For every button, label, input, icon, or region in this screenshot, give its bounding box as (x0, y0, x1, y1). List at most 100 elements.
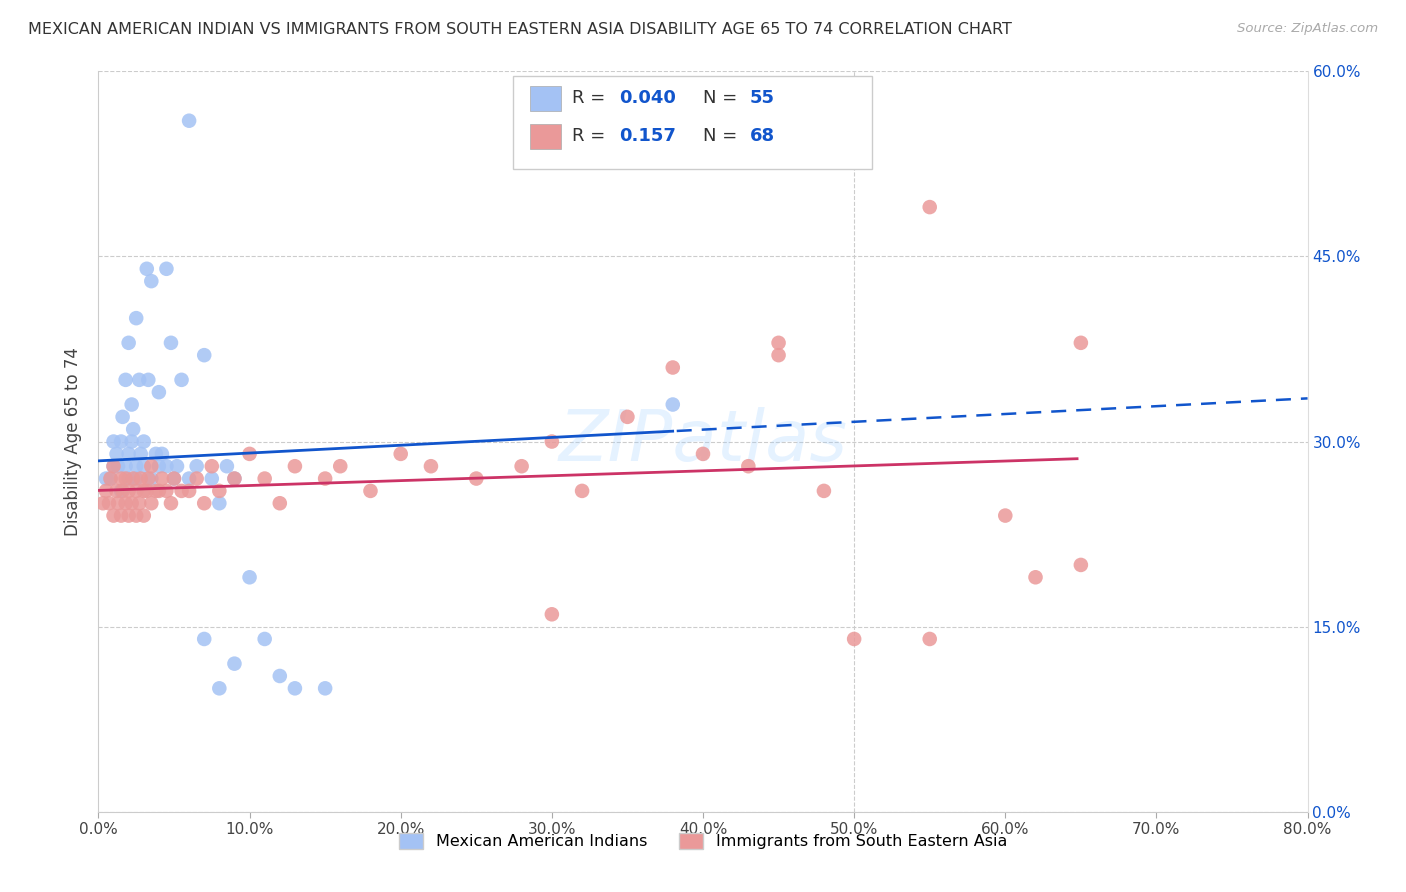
Point (125, 459, 148, 474)
Point (844, 632, 866, 646)
Point (118, 508, 141, 523)
Text: 55: 55 (749, 89, 775, 107)
Point (170, 483, 193, 498)
Point (186, 471, 208, 485)
Point (1070, 335, 1092, 350)
Point (420, 459, 443, 474)
Point (103, 508, 125, 523)
Legend: Mexican American Indians, Immigrants from South Eastern Asia: Mexican American Indians, Immigrants fro… (392, 826, 1014, 855)
Text: 0.157: 0.157 (619, 128, 675, 145)
Point (208, 496, 231, 510)
Point (166, 459, 188, 474)
Point (98, 496, 121, 510)
Point (105, 483, 128, 498)
Point (110, 471, 132, 485)
Point (122, 471, 145, 485)
Point (125, 508, 148, 523)
Point (125, 483, 148, 498)
Point (208, 483, 231, 498)
Point (150, 471, 173, 485)
Point (132, 508, 155, 523)
Point (201, 471, 224, 485)
Point (118, 335, 141, 350)
Point (110, 434, 132, 449)
Point (737, 459, 759, 474)
Point (141, 496, 163, 510)
Point (510, 459, 533, 474)
Point (253, 471, 276, 485)
Point (122, 422, 145, 436)
Point (329, 459, 352, 474)
Point (179, 113, 201, 128)
Point (768, 348, 790, 362)
Point (148, 483, 170, 498)
Point (160, 335, 183, 350)
Point (114, 373, 136, 387)
Point (94, 471, 117, 485)
Point (239, 570, 262, 584)
Point (465, 471, 488, 485)
Point (692, 447, 714, 461)
Point (540, 434, 562, 449)
Point (1070, 558, 1092, 572)
Point (155, 459, 177, 474)
Point (170, 373, 193, 387)
Point (111, 483, 134, 498)
Text: N =: N = (703, 128, 742, 145)
Point (179, 483, 201, 498)
Point (193, 348, 215, 362)
Point (155, 261, 177, 276)
Point (103, 459, 125, 474)
Text: N =: N = (703, 89, 742, 107)
Point (1024, 570, 1046, 584)
Point (661, 360, 683, 375)
Point (186, 459, 208, 474)
Point (121, 434, 143, 449)
Point (661, 398, 683, 412)
Point (994, 508, 1017, 523)
Point (813, 483, 835, 498)
Point (148, 385, 170, 400)
Point (155, 483, 177, 498)
Point (141, 471, 163, 485)
Point (141, 459, 163, 474)
Point (129, 447, 152, 461)
Point (105, 447, 128, 461)
Point (179, 471, 201, 485)
Point (284, 681, 307, 696)
Point (128, 496, 150, 510)
Text: MEXICAN AMERICAN INDIAN VS IMMIGRANTS FROM SOUTH EASTERN ASIA DISABILITY AGE 65 : MEXICAN AMERICAN INDIAN VS IMMIGRANTS FR… (28, 22, 1012, 37)
Point (125, 471, 148, 485)
Point (224, 657, 246, 671)
Point (284, 459, 307, 474)
Point (616, 409, 638, 424)
Point (253, 632, 276, 646)
Point (314, 471, 336, 485)
Point (107, 496, 129, 510)
Point (148, 459, 170, 474)
Point (107, 459, 129, 474)
Text: R =: R = (572, 89, 612, 107)
Point (114, 459, 136, 474)
Point (145, 483, 167, 498)
Point (132, 483, 155, 498)
Point (132, 459, 155, 474)
Point (94, 483, 117, 498)
Point (100, 471, 122, 485)
Point (132, 434, 155, 449)
Point (208, 681, 231, 696)
Text: R =: R = (572, 128, 612, 145)
Point (135, 483, 157, 498)
Point (91, 496, 114, 510)
Point (239, 447, 262, 461)
Point (224, 471, 246, 485)
Point (314, 681, 336, 696)
Point (118, 483, 141, 498)
Point (768, 335, 790, 350)
Point (269, 669, 291, 683)
Point (136, 471, 159, 485)
Point (129, 471, 152, 485)
Point (360, 483, 382, 498)
Point (918, 632, 941, 646)
Point (114, 471, 136, 485)
